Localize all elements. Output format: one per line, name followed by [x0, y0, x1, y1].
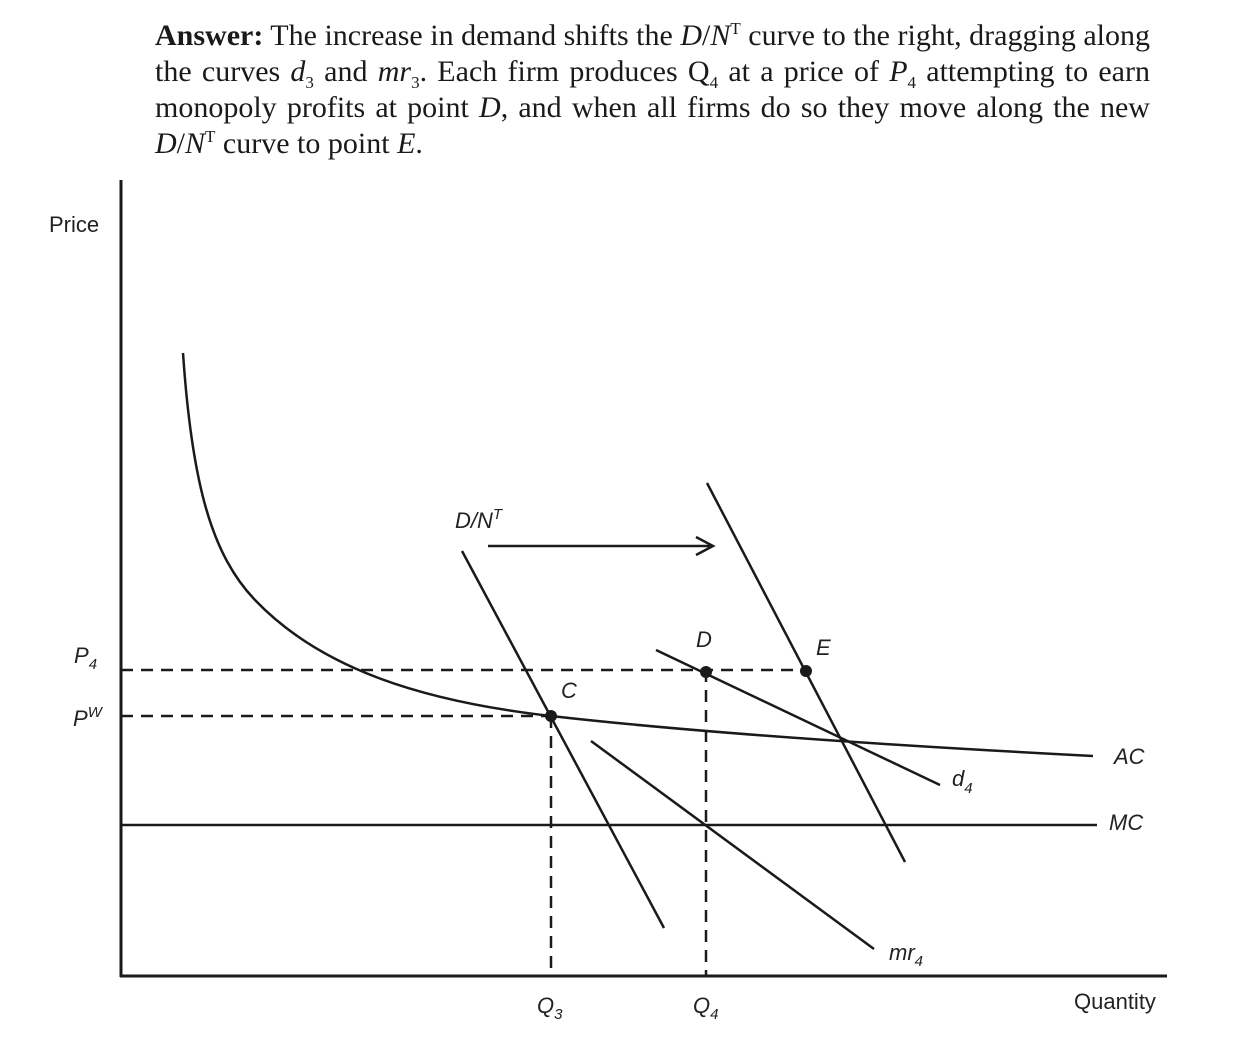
- answer-q4-base: Q: [687, 55, 710, 88]
- mr4-curve: [590, 739, 875, 951]
- answer-lead: Answer:: [155, 19, 264, 52]
- y-axis-label: Price: [49, 212, 99, 237]
- dn-label: D/NT: [455, 506, 504, 533]
- q3-label: Q3: [537, 993, 563, 1023]
- answer-text: Answer: The increase in demand shifts th…: [155, 18, 1150, 162]
- answer-point-d: D: [479, 91, 501, 124]
- point-e-label: E: [816, 635, 831, 660]
- answer-segment: .: [415, 127, 423, 160]
- answer-d3-base: d: [290, 55, 306, 88]
- p4-label: P4: [74, 643, 97, 673]
- answer-segment: curve to point: [215, 127, 398, 160]
- shift-arrow-head: [695, 535, 716, 557]
- answer-point-e: E: [397, 127, 416, 160]
- q4-label: Q4: [693, 993, 718, 1023]
- point-c-marker: [545, 710, 557, 722]
- answer-dn-d: D: [680, 19, 703, 52]
- pw-label: PW: [73, 704, 104, 731]
- point-d-marker: [700, 666, 712, 678]
- answer-q4-sub: 4: [709, 73, 719, 92]
- answer-mr3-base: mr: [377, 55, 412, 88]
- answer-mr3-sub: 3: [411, 73, 420, 92]
- answer-dn-slash: /: [702, 19, 711, 52]
- d4-curve: [655, 648, 941, 787]
- point-d-label: D: [696, 627, 712, 652]
- mr4-label: mr4: [889, 940, 923, 970]
- answer-dn2-slash: /: [176, 127, 186, 160]
- answer-segment: attempting to earn monopoly profits at p…: [155, 55, 1150, 124]
- answer-dn-t: T: [730, 19, 741, 38]
- x-axis-label: Quantity: [1074, 989, 1156, 1014]
- answer-d3-sub: 3: [305, 73, 314, 92]
- answer-dn-n: N: [710, 19, 731, 52]
- point-c-label: C: [561, 678, 577, 703]
- ac-curve: [181, 352, 1094, 758]
- ac-label: AC: [1112, 744, 1145, 769]
- mc-label: MC: [1109, 810, 1143, 835]
- answer-segment: and: [313, 55, 378, 88]
- answer-segment: curve to the right, dragging along the c…: [155, 19, 1150, 88]
- answer-segment: The increase in demand shifts the: [263, 19, 681, 52]
- answer-dn2-n: N: [185, 127, 206, 160]
- point-e-marker: [800, 665, 812, 677]
- answer-segment: . Each firm produces: [419, 55, 688, 88]
- dn-original-curve: [460, 550, 666, 929]
- answer-dn2-d: D: [155, 127, 177, 160]
- answer-dn2-t: T: [205, 127, 216, 146]
- answer-p4-sub: 4: [907, 73, 917, 92]
- answer-segment: at a price of: [718, 55, 890, 88]
- answer-segment: , and when all firms do so they move alo…: [500, 91, 1150, 124]
- d4-label: d4: [952, 766, 973, 797]
- answer-p4-base: P: [889, 55, 908, 88]
